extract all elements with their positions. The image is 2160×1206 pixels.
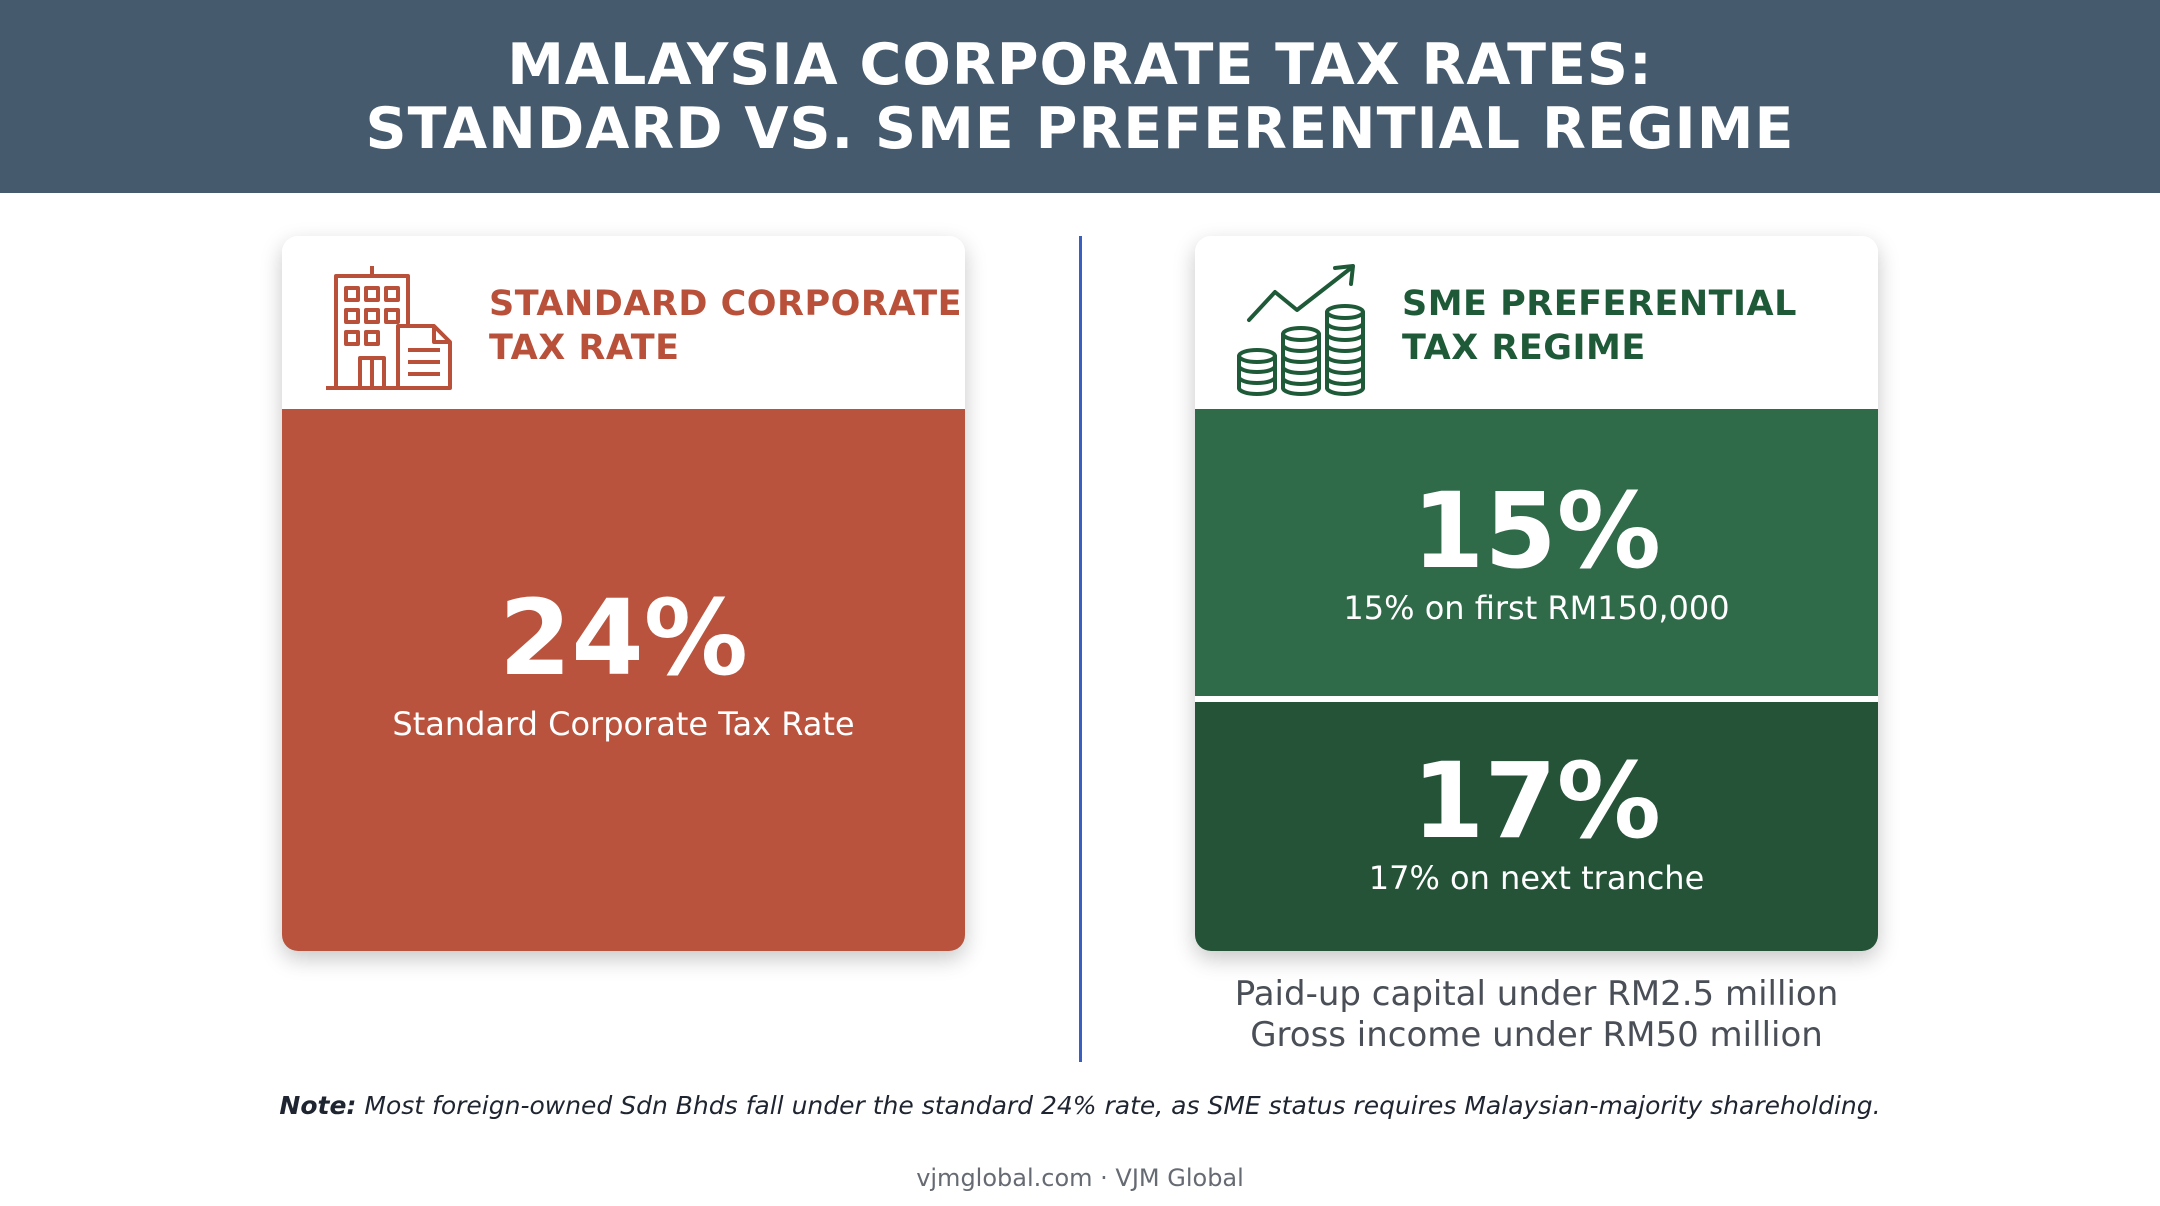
standard-card-header: STANDARD CORPORATE TAX RATE — [282, 236, 965, 409]
title-line-2: STANDARD VS. SME PREFERENTIAL REGIME — [365, 95, 1795, 162]
title-banner: MALAYSIA CORPORATE TAX RATES: STANDARD V… — [0, 0, 2160, 193]
sme-eligibility-criteria: Paid-up capital under RM2.5 million Gros… — [1195, 974, 1878, 1056]
sme-tier2-panel — [1195, 702, 1878, 951]
standard-rate-value: 24% — [499, 577, 748, 699]
sme-tier2-label: 17% on next tranche — [1368, 859, 1705, 897]
sme-tier2-rate: 17% — [1412, 740, 1661, 862]
standard-card-title: STANDARD CORPORATE TAX RATE — [489, 284, 962, 368]
criteria-income: Gross income under RM50 million — [1250, 1015, 1823, 1055]
note-text: Most foreign-owned Sdn Bhds fall under t… — [364, 1091, 1881, 1120]
standard-rate-label: Standard Corporate Tax Rate — [392, 705, 855, 743]
criteria-capital: Paid-up capital under RM2.5 million — [1234, 974, 1839, 1014]
sme-regime-card: SME PREFERENTIAL TAX REGIME 15% 15% on f… — [1195, 236, 1878, 951]
office-building-document-icon — [326, 266, 452, 390]
sme-tier1-rate: 15% — [1412, 470, 1661, 592]
coin-stacks-growth-icon — [1237, 264, 1365, 396]
tier-divider — [1195, 696, 1878, 702]
standard-rate-card: STANDARD CORPORATE TAX RATE 24% Standard… — [282, 236, 965, 951]
sme-tier1-label: 15% on first RM150,000 — [1343, 589, 1730, 627]
title-line-1: MALAYSIA CORPORATE TAX RATES: — [507, 31, 1653, 98]
standard-rate-panel: 24% Standard Corporate Tax Rate — [282, 409, 965, 951]
note-label: Note: — [279, 1091, 357, 1120]
sme-card-title: SME PREFERENTIAL TAX REGIME — [1402, 284, 1797, 368]
footnote: Note: Most foreign-owned Sdn Bhds fall u… — [0, 1091, 2160, 1120]
sme-card-header: SME PREFERENTIAL TAX REGIME — [1195, 236, 1878, 409]
source-credit: vjmglobal.com · VJM Global — [916, 1164, 1244, 1192]
center-divider — [1079, 236, 1082, 1062]
